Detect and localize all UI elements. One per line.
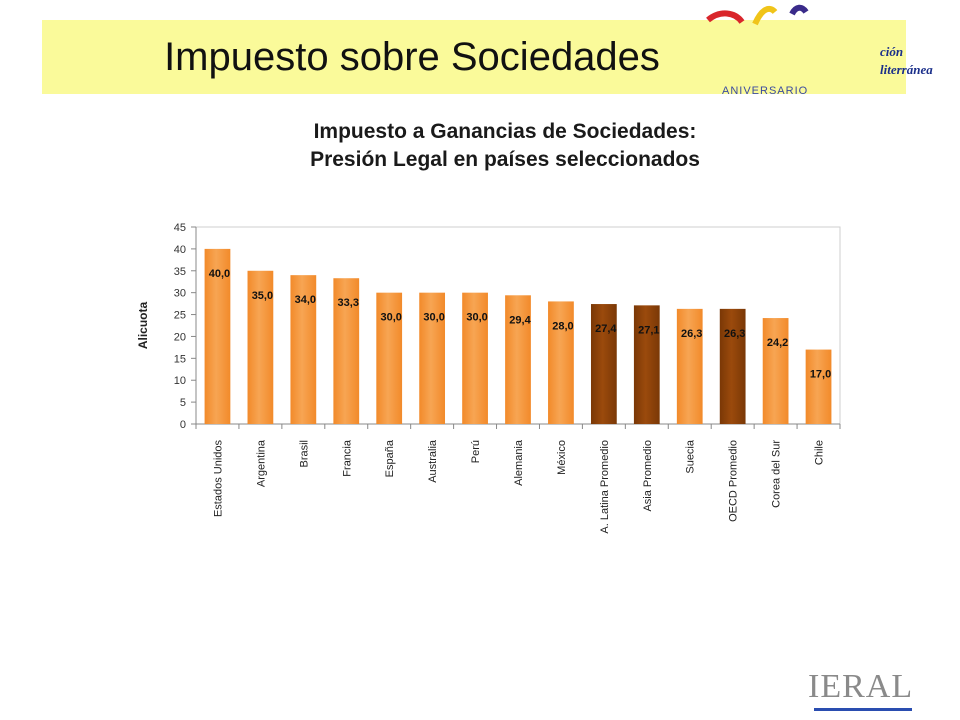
chart-title-line-1: Impuesto a Ganancias de Sociedades:	[313, 120, 697, 143]
top-right-logo: ción literránea ANIVERSARIO	[700, 0, 933, 110]
bar	[676, 308, 703, 424]
data-label: 34,0	[295, 294, 316, 306]
bar	[376, 292, 403, 424]
data-label: 24,2	[767, 337, 788, 349]
data-label: 30,0	[423, 312, 444, 324]
category-label: Australia	[427, 439, 439, 483]
category-label: México	[556, 440, 568, 475]
y-tick-label: 5	[180, 397, 186, 409]
y-tick-label: 40	[174, 244, 186, 256]
data-label: 17,0	[810, 369, 831, 381]
bar	[805, 349, 832, 424]
bar	[333, 278, 360, 424]
y-axis-label: Alicuota	[136, 302, 150, 350]
category-label: Argentina	[255, 439, 267, 487]
ieral-logo: IERAL	[808, 668, 914, 705]
chart-title: Impuesto a Ganancias de Sociedades: Pres…	[200, 118, 810, 174]
bar	[633, 305, 660, 424]
ieral-logo-underline	[814, 708, 912, 711]
bar-chart: 0 5 10 15 20 25 30 35 40 45 Alicuota 40,0 Estados Un…	[136, 222, 841, 534]
bar	[419, 292, 446, 424]
category-label: Perú	[470, 440, 482, 463]
logo-ribbon-icon	[706, 4, 809, 26]
bar	[247, 270, 274, 424]
logo-aniversario-text: ANIVERSARIO	[722, 85, 809, 97]
y-tick-label: 10	[174, 375, 186, 387]
category-label: Corea del Sur	[771, 440, 783, 508]
y-tick-label: 20	[174, 331, 186, 343]
data-label: 26,3	[724, 328, 745, 340]
data-label: 28,0	[552, 320, 573, 332]
category-label: Francia	[341, 439, 353, 477]
category-label: OECD Promedio	[728, 440, 740, 522]
logo-text-fragment-2: literránea	[880, 62, 933, 77]
y-tick-label: 35	[174, 266, 186, 278]
bar	[204, 248, 231, 424]
bar	[462, 292, 488, 424]
category-label: Chile	[814, 440, 826, 465]
category-label: A. Latina Promedio	[599, 440, 611, 534]
data-label: 29,4	[509, 314, 531, 326]
category-label: España	[384, 439, 396, 477]
y-tick-label: 45	[174, 222, 186, 234]
chart-title-line-2: Presión Legal en países seleccionados	[310, 148, 700, 171]
title-band	[42, 20, 906, 94]
category-label: Brasil	[298, 440, 310, 468]
data-label: 40,0	[209, 268, 230, 280]
data-label: 33,3	[338, 297, 359, 309]
bar	[505, 295, 531, 424]
category-label: Suecia	[685, 439, 697, 474]
data-label: 30,0	[380, 312, 401, 324]
bar	[590, 304, 617, 424]
logo-text-fragment-1: ción	[880, 44, 904, 59]
slide-title: Impuesto sobre Sociedades	[164, 34, 660, 79]
data-label: 35,0	[252, 290, 273, 302]
bar	[762, 318, 789, 424]
data-label: 30,0	[466, 312, 487, 324]
y-tick-label: 15	[174, 353, 186, 365]
y-tick-label: 25	[174, 310, 186, 322]
data-label: 27,1	[638, 324, 659, 336]
data-label: 26,3	[681, 328, 702, 340]
bar	[719, 308, 746, 424]
bar	[548, 301, 574, 424]
y-tick-label: 0	[180, 419, 186, 431]
category-label: Asia Promedio	[642, 440, 654, 512]
category-label: Estados Unidos	[212, 440, 224, 518]
category-label: Alemania	[513, 439, 525, 486]
bar	[290, 275, 317, 424]
y-tick-label: 30	[174, 288, 186, 300]
data-label: 27,4	[595, 323, 617, 335]
